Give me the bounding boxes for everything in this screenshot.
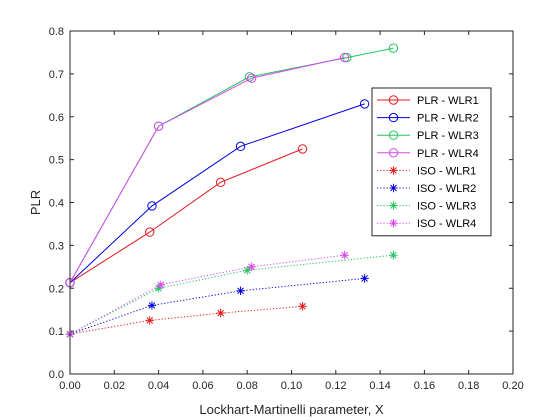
plot-frame <box>69 30 514 375</box>
series-line <box>69 254 345 335</box>
data-point <box>359 99 370 109</box>
legend-marker <box>389 201 398 210</box>
legend-item: ISO - WLR4 <box>377 218 476 230</box>
y-tick-label: 0.1 <box>49 326 64 338</box>
x-tick-label: 0.12 <box>325 380 346 392</box>
legend-box <box>371 87 492 237</box>
legend: PLR - WLR1 PLR - WLR2 PLR - WLR3 PLR - WLR4… <box>371 87 492 237</box>
legend-label: PLR - WLR4 <box>417 148 479 160</box>
data-point <box>215 177 226 188</box>
x-tick-label: 0.00 <box>59 380 80 392</box>
legend-marker <box>388 130 399 140</box>
x-tick-label: 0.10 <box>281 380 302 392</box>
data-point <box>236 286 245 296</box>
series-line <box>69 103 365 284</box>
data-point <box>156 280 166 290</box>
data-point <box>147 301 157 310</box>
legend-item: ISO - WLR3 <box>377 201 476 213</box>
series-line <box>69 254 394 335</box>
series-iso-wlr2 <box>65 274 369 339</box>
y-tick-label: 0.0 <box>49 369 64 381</box>
y-tick-label: 0.5 <box>49 155 64 167</box>
series-line <box>69 277 365 335</box>
legend-label: ISO - WLR4 <box>417 218 476 230</box>
data-point <box>247 262 256 272</box>
data-point <box>147 201 157 211</box>
y-tick-label: 0.7 <box>49 69 64 81</box>
data-point <box>388 43 399 53</box>
legend-label: ISO - WLR3 <box>417 201 476 213</box>
data-point <box>297 144 308 154</box>
data-point <box>145 227 155 237</box>
legend-item: ISO - WLR1 <box>377 165 476 177</box>
data-point <box>339 52 350 63</box>
data-point <box>154 284 163 293</box>
legend-label: ISO - WLR1 <box>417 165 476 177</box>
x-tick-label: 0.16 <box>414 380 435 392</box>
y-tick-label: 0.4 <box>49 198 64 210</box>
legend-label: PLR - WLR1 <box>417 95 479 107</box>
legend-item: PLR - WLR1 <box>377 95 479 107</box>
y-tick-label: 0.8 <box>49 26 64 38</box>
legend-marker <box>389 183 398 193</box>
data-point <box>153 121 164 131</box>
legend-marker <box>388 95 399 105</box>
data-point <box>340 251 349 260</box>
x-tick-label: 0.14 <box>369 380 390 392</box>
legend-item: PLR - WLR4 <box>377 148 479 160</box>
x-axis-title: Lockhart-Martinelli parameter, X <box>199 402 384 417</box>
y-tick-label: 0.2 <box>49 283 64 295</box>
legend-label: PLR - WLR2 <box>417 113 479 125</box>
series-line <box>69 57 345 283</box>
y-axis-title: PLR <box>28 190 43 215</box>
series-line <box>69 148 303 284</box>
data-point <box>235 141 246 152</box>
x-tick-label: 0.18 <box>458 380 479 392</box>
x-tick-label: 0.06 <box>192 380 213 392</box>
data-point <box>360 274 369 283</box>
data-point <box>145 316 154 325</box>
legend-item: ISO - WLR2 <box>377 183 476 195</box>
data-point <box>216 308 225 318</box>
y-tick-label: 0.3 <box>49 240 64 252</box>
legend-item: PLR - WLR3 <box>377 130 479 142</box>
data-point <box>246 73 257 83</box>
legend-label: ISO - WLR2 <box>417 183 476 195</box>
data-point <box>243 266 252 275</box>
data-point <box>389 251 398 260</box>
legend-marker <box>389 219 398 228</box>
legend-item: PLR - WLR2 <box>377 113 479 125</box>
x-tick-label: 0.08 <box>236 380 257 392</box>
data-point <box>244 72 255 82</box>
legend-marker <box>389 166 398 175</box>
legend-label: PLR - WLR3 <box>417 130 479 142</box>
y-tick-label: 0.6 <box>49 112 64 124</box>
x-tick-label: 0.04 <box>148 380 169 392</box>
x-tick-label: 0.02 <box>104 380 125 392</box>
x-tick-label: 0.20 <box>502 380 523 392</box>
data-point <box>298 302 307 311</box>
legend-marker <box>388 148 399 158</box>
legend-marker <box>388 112 399 123</box>
